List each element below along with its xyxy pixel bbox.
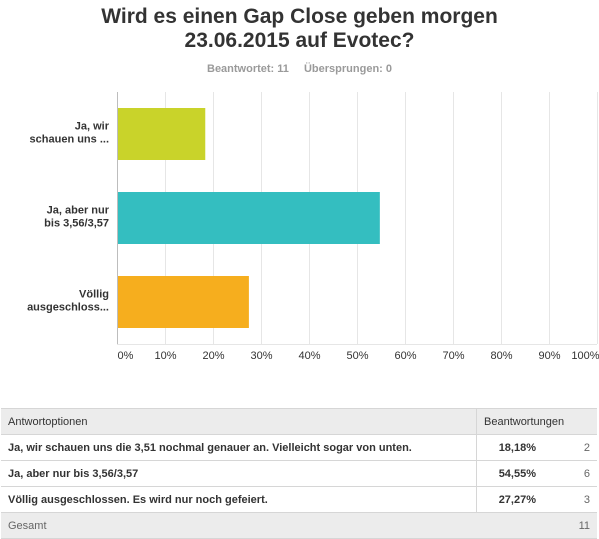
category-label: ausgeschloss... bbox=[27, 302, 109, 314]
table-row: Völlig ausgeschlossen. Es wird nur noch … bbox=[1, 486, 597, 513]
category-label: Ja, aber nur bbox=[47, 205, 110, 217]
option-count: 3 bbox=[543, 486, 597, 513]
question-title: Wird es einen Gap Close geben morgen 23.… bbox=[0, 5, 599, 53]
x-tick-label: 100% bbox=[571, 350, 599, 362]
column-header-options: Antwortoptionen bbox=[1, 408, 477, 435]
option-count: 2 bbox=[543, 434, 597, 461]
bar-chart: 0% 10% 20% 30% 40% 50% 60% 70% 80% 90% 100% Ja, wir… bbox=[27, 92, 599, 362]
x-tick-label: 50% bbox=[346, 350, 368, 362]
skipped-count: Übersprungen: 0 bbox=[303, 63, 392, 75]
option-percent: 27,27% bbox=[476, 486, 543, 513]
category-label: schauen uns ... bbox=[30, 134, 109, 146]
table-row: Ja, wir schauen uns die 3,51 nochmal gen… bbox=[1, 434, 597, 461]
option-percent: 18,18% bbox=[476, 434, 543, 461]
x-tick-label: 90% bbox=[538, 350, 560, 362]
table-row: Ja, aber nur bis 3,56/3,57 54,55% 6 bbox=[1, 460, 597, 487]
option-text: Ja, aber nur bis 3,56/3,57 bbox=[1, 460, 477, 487]
x-tick-label: 30% bbox=[250, 350, 272, 362]
table-header-row: Antwortoptionen Beantwortungen bbox=[1, 408, 597, 435]
bar bbox=[118, 192, 380, 244]
response-summary: Beantwortet: 11 Übersprungen: 0 bbox=[0, 63, 599, 75]
bar bbox=[118, 276, 249, 328]
x-tick-label: 40% bbox=[298, 350, 320, 362]
x-tick-label: 60% bbox=[394, 350, 416, 362]
option-percent: 54,55% bbox=[476, 460, 543, 487]
option-count: 6 bbox=[543, 460, 597, 487]
category-label: bis 3,56/3,57 bbox=[44, 218, 109, 230]
option-text: Ja, wir schauen uns die 3,51 nochmal gen… bbox=[1, 434, 477, 461]
x-tick-label: 10% bbox=[154, 350, 176, 362]
question-title-line-2: 23.06.2015 auf Evotec? bbox=[184, 29, 415, 52]
bar bbox=[118, 108, 206, 160]
x-tick-label: 20% bbox=[202, 350, 224, 362]
results-table: Antwortoptionen Beantwortungen Ja, wir s… bbox=[1, 408, 597, 539]
option-text: Völlig ausgeschlossen. Es wird nur noch … bbox=[1, 486, 477, 513]
question-title-line-1: Wird es einen Gap Close geben morgen bbox=[101, 5, 498, 28]
category-label: Völlig bbox=[79, 289, 109, 301]
column-header-responses: Beantwortungen bbox=[476, 408, 597, 435]
x-tick-label: 0% bbox=[118, 350, 134, 362]
category-label: Ja, wir bbox=[75, 121, 110, 133]
x-tick-label: 70% bbox=[442, 350, 464, 362]
answered-count: Beantwortet: 11 bbox=[207, 63, 289, 75]
x-tick-label: 80% bbox=[490, 350, 512, 362]
